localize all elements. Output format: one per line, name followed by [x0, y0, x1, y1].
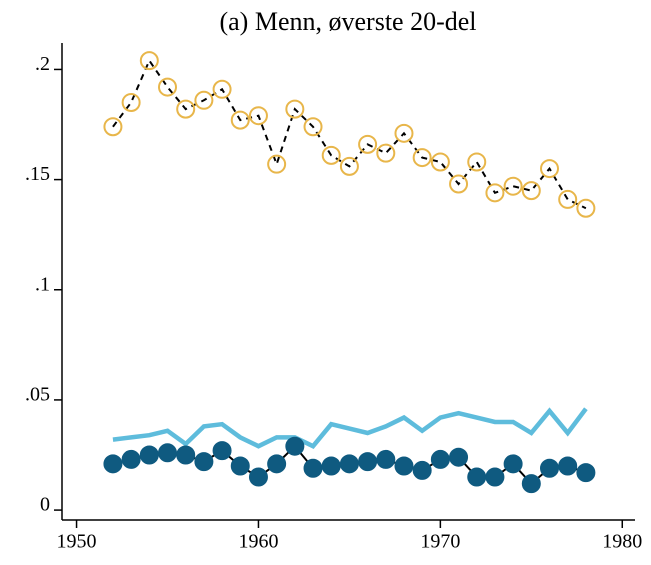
x-tick-label: 1980: [602, 531, 642, 553]
point: [339, 156, 359, 176]
point: [376, 143, 396, 163]
point: [321, 145, 341, 165]
point: [212, 441, 232, 461]
point: [485, 183, 505, 203]
y-tick-label: .05: [25, 384, 50, 406]
point: [230, 456, 250, 476]
point: [576, 198, 596, 218]
point: [303, 117, 323, 137]
point: [194, 90, 214, 110]
point: [267, 454, 287, 474]
point: [558, 189, 578, 209]
x-tick-label: 1970: [420, 531, 460, 553]
point: [158, 443, 178, 463]
x-tick-label: 1950: [57, 531, 97, 553]
point: [467, 152, 487, 172]
point: [339, 454, 359, 474]
point: [139, 445, 159, 465]
point: [176, 99, 196, 119]
point: [412, 460, 432, 480]
point: [503, 176, 523, 196]
point: [430, 449, 450, 469]
point: [540, 458, 560, 478]
point: [376, 449, 396, 469]
point: [194, 452, 214, 472]
y-tick-label: .2: [35, 53, 50, 75]
point: [394, 123, 414, 143]
point: [212, 79, 232, 99]
y-tick-label: 0: [40, 494, 50, 516]
point: [576, 463, 596, 483]
point: [267, 154, 287, 174]
point: [521, 181, 541, 201]
point: [176, 445, 196, 465]
point: [467, 467, 487, 487]
point: [394, 456, 414, 476]
point: [103, 117, 123, 137]
point: [139, 51, 159, 71]
point: [558, 456, 578, 476]
point: [303, 458, 323, 478]
point: [412, 148, 432, 168]
point: [103, 454, 123, 474]
point: [230, 110, 250, 130]
point: [358, 134, 378, 154]
point: [121, 449, 141, 469]
y-tick-label: .15: [25, 163, 50, 185]
point: [248, 467, 268, 487]
point: [358, 452, 378, 472]
point: [285, 99, 305, 119]
point: [485, 467, 505, 487]
point: [521, 474, 541, 494]
point: [503, 454, 523, 474]
point: [285, 436, 305, 456]
series-line: [112, 407, 588, 449]
x-tick-label: 1960: [238, 531, 278, 553]
y-tick-label: .1: [35, 273, 50, 295]
point: [248, 106, 268, 126]
point: [321, 456, 341, 476]
point: [121, 92, 141, 112]
point: [449, 174, 469, 194]
series-line: [112, 58, 587, 210]
point: [430, 152, 450, 172]
point: [158, 77, 178, 97]
point: [540, 159, 560, 179]
point: [449, 447, 469, 467]
chart-title: (a) Menn, øverste 20-del: [219, 7, 476, 36]
